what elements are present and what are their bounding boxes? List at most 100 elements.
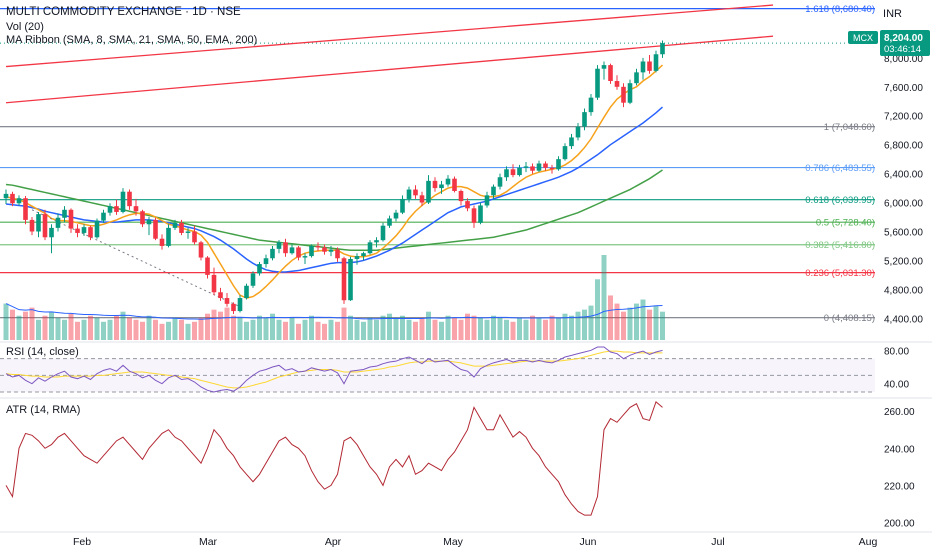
candle-body bbox=[289, 247, 295, 254]
candle-body bbox=[660, 43, 665, 55]
volume-bar bbox=[419, 317, 425, 340]
candle-body bbox=[504, 169, 509, 178]
volume-bar bbox=[556, 317, 561, 340]
price-tick-label: 4,400.00 bbox=[884, 314, 923, 325]
volume-bar bbox=[257, 315, 262, 340]
x-tick-label: Aug bbox=[859, 536, 878, 548]
volume-legend[interactable]: Vol (20) bbox=[6, 21, 44, 33]
volume-bar bbox=[361, 321, 366, 340]
rsi-panel bbox=[0, 346, 875, 393]
volume-bar bbox=[315, 321, 321, 340]
volume-bar bbox=[36, 319, 41, 340]
candle-body bbox=[510, 169, 516, 176]
candle-body bbox=[55, 217, 61, 228]
volume-bar bbox=[491, 315, 496, 340]
volume-bar bbox=[42, 315, 48, 340]
candle-body bbox=[432, 180, 438, 189]
candle-body bbox=[497, 177, 503, 187]
atr-legend[interactable]: ATR (14, RMA) bbox=[6, 404, 81, 416]
volume-bar bbox=[81, 319, 87, 340]
fib-level-label: 1.618 (8,680.40) bbox=[805, 4, 875, 15]
candle-body bbox=[49, 227, 54, 238]
volume-bar bbox=[107, 319, 113, 340]
candle-body bbox=[218, 292, 223, 299]
candle-body bbox=[393, 212, 399, 219]
candle-body bbox=[133, 206, 139, 212]
candle-body bbox=[309, 245, 314, 257]
atr-panel bbox=[5, 401, 663, 516]
price-tick-label: 7,600.00 bbox=[884, 83, 923, 94]
volume-bar bbox=[575, 311, 581, 340]
trendline bbox=[5, 4, 774, 68]
price-tick-label: 8,000.00 bbox=[884, 54, 923, 65]
ma-ribbon-legend[interactable]: MA Ribbon (SMA, 8, SMA, 21, SMA, 50, EMA… bbox=[6, 34, 258, 46]
candle-body bbox=[387, 218, 392, 226]
dotted-trendline bbox=[31, 209, 241, 308]
price-tick-label: 6,000.00 bbox=[884, 199, 923, 210]
candle-body bbox=[361, 253, 366, 257]
candle-body bbox=[647, 61, 652, 71]
candle-body bbox=[296, 247, 301, 258]
atr-tick-label: 200.00 bbox=[884, 519, 915, 530]
candle-body bbox=[16, 198, 22, 204]
candle-body bbox=[595, 68, 600, 98]
rsi-legend[interactable]: RSI (14, close) bbox=[6, 346, 79, 358]
volume-bar bbox=[445, 315, 451, 340]
ticker-badge-label: MCX bbox=[853, 33, 873, 43]
candle-body bbox=[471, 208, 477, 223]
volume-bar bbox=[10, 309, 15, 340]
candle-body bbox=[146, 219, 152, 225]
candle-body bbox=[530, 166, 535, 171]
volume-bar bbox=[114, 315, 119, 340]
volume-bar bbox=[621, 311, 626, 340]
volume-bar bbox=[413, 321, 418, 340]
volume-bar bbox=[569, 315, 574, 340]
candle-body bbox=[523, 166, 529, 168]
candle-body bbox=[400, 198, 405, 213]
candle-body bbox=[562, 146, 568, 160]
volume-bar bbox=[29, 307, 35, 340]
candle-body bbox=[588, 97, 594, 113]
candle-body bbox=[439, 184, 444, 189]
bar-countdown: 03:46:14 bbox=[884, 44, 921, 55]
volume-bar bbox=[270, 313, 275, 340]
candle-body bbox=[224, 298, 230, 304]
candle-body bbox=[374, 240, 379, 243]
candle-body bbox=[341, 258, 347, 301]
candle-body bbox=[315, 245, 321, 248]
price-tick-label: 6,400.00 bbox=[884, 170, 923, 181]
candle-body bbox=[465, 201, 470, 209]
candle-body bbox=[127, 191, 132, 207]
candle-body bbox=[166, 227, 171, 246]
candle-body bbox=[640, 61, 646, 73]
candle-body bbox=[3, 193, 9, 199]
price-tick-label: 6,800.00 bbox=[884, 141, 923, 152]
rsi-ma-line bbox=[5, 350, 663, 389]
candle-body bbox=[23, 198, 28, 220]
volume-bar bbox=[49, 311, 54, 340]
atr-line bbox=[5, 401, 663, 516]
volume-ma-line bbox=[5, 303, 663, 320]
volume-bar bbox=[484, 319, 490, 340]
volume-bar bbox=[120, 311, 126, 340]
volume-bar bbox=[426, 311, 431, 340]
price-badge: MCX 8,204.00 03:46:14 bbox=[848, 30, 930, 56]
candle-body bbox=[419, 195, 425, 203]
volume-bar bbox=[348, 315, 353, 340]
currency-label: INR bbox=[883, 8, 902, 20]
trendlines[interactable] bbox=[5, 4, 774, 308]
candle-body bbox=[140, 211, 145, 225]
volume-bar bbox=[517, 317, 522, 340]
volume-bar bbox=[406, 319, 412, 340]
candle-body bbox=[413, 189, 418, 196]
candle-body bbox=[348, 258, 353, 301]
volume-bar bbox=[627, 307, 633, 340]
volume-bar bbox=[302, 319, 308, 340]
candle-body bbox=[621, 86, 626, 103]
symbol-header[interactable]: MULTI COMMODITY EXCHANGE · 1D · NSE bbox=[6, 6, 241, 18]
volume-bar bbox=[640, 299, 646, 340]
candle-body bbox=[406, 189, 412, 199]
volume-bar bbox=[250, 319, 256, 340]
candle-body bbox=[380, 225, 386, 241]
volume-bars bbox=[3, 255, 665, 340]
